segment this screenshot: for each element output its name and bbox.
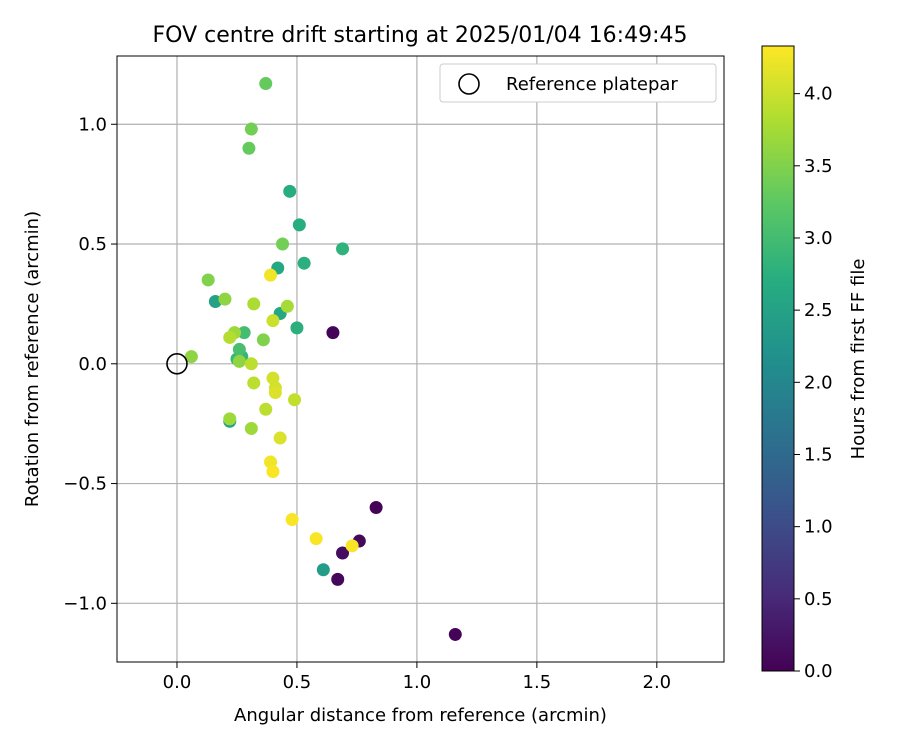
scatter-point (290, 321, 304, 335)
scatter-point (266, 465, 280, 479)
colorbar-tick-label: 3.5 (804, 156, 833, 177)
scatter-point (280, 299, 294, 313)
scatter-point (266, 314, 280, 328)
scatter-point (309, 532, 323, 546)
scatter-point (244, 357, 258, 371)
scatter-point (184, 350, 198, 364)
colorbar-ticks: 0.0 0.5 1.0 1.5 2.0 2.5 3.0 3.5 4.0 (794, 84, 833, 682)
colorbar-tick-label: 1.5 (804, 444, 833, 465)
scatter-point (259, 402, 273, 416)
scatter-point (285, 512, 299, 526)
scatter-point (232, 354, 246, 368)
x-tick-label: 0.5 (283, 672, 312, 693)
colorbar-label: Hours from first FF file (848, 259, 869, 460)
scatter-point (316, 563, 330, 577)
plot-area-frame (116, 55, 725, 663)
y-tick-label: −1.0 (63, 593, 107, 614)
colorbar-tick-label: 0.5 (804, 589, 833, 610)
scatter-point (247, 297, 261, 311)
scatter-point (369, 501, 383, 515)
scatter-point (218, 292, 232, 306)
scatter-point (264, 268, 278, 282)
colorbar: 0.0 0.5 1.0 1.5 2.0 2.5 3.0 3.5 4.0 Hours from f… (761, 45, 869, 682)
colorbar-tick-label: 2.0 (804, 372, 833, 393)
y-tick-label: 1.0 (78, 114, 107, 135)
scatter-point (242, 141, 256, 155)
scatter-point (244, 421, 258, 435)
scatter-point (331, 572, 345, 586)
legend-box (439, 63, 717, 103)
scatter-point (283, 184, 297, 198)
scatter-point (336, 242, 350, 256)
colorbar-tick-label: 2.5 (804, 300, 833, 321)
scatter-point (345, 539, 359, 553)
scatter-point (448, 627, 462, 641)
scatter-point (201, 273, 215, 287)
scatter-point (288, 393, 302, 407)
scatter-point (256, 333, 270, 347)
y-axis-label: Rotation from reference (arcmin) (22, 211, 43, 507)
scatter-point (326, 326, 340, 340)
scatter-point (259, 77, 273, 91)
x-tick-label: 1.0 (403, 672, 432, 693)
scatter-point (268, 386, 282, 400)
scatter-point (223, 412, 237, 426)
y-tick-label: 0.0 (78, 354, 107, 375)
scatter-point (232, 342, 246, 356)
reference-platepar-marker (166, 352, 188, 375)
legend-open-circle-marker (458, 73, 480, 95)
x-tick-label: 0.0 (163, 672, 192, 693)
x-tick-label: 1.5 (523, 672, 552, 693)
colorbar-tick-label: 0.0 (804, 661, 833, 682)
scatter-point (336, 546, 350, 560)
scatter-point (276, 237, 290, 251)
colorbar-tick-label: 4.0 (804, 84, 833, 105)
y-axis-ticks: −1.0 −0.5 0.0 0.5 1.0 (63, 114, 117, 614)
legend: Reference platepar (439, 63, 717, 103)
reference-marker-layer (166, 352, 188, 375)
x-axis-label: Angular distance from reference (arcmin) (234, 705, 607, 726)
scatter-points (184, 77, 462, 641)
scatter-point (237, 326, 251, 340)
scatter-point (297, 256, 311, 270)
colorbar-tick-label: 3.0 (804, 228, 833, 249)
colorbar-gradient (762, 46, 794, 671)
scatter-point (273, 431, 287, 445)
y-tick-label: −0.5 (63, 474, 107, 495)
colorbar-frame (761, 45, 795, 672)
scatter-point (292, 218, 306, 232)
y-tick-label: 0.5 (78, 234, 107, 255)
x-axis-ticks: 0.0 0.5 1.0 1.5 2.0 (163, 662, 671, 693)
colorbar-tick-label: 1.0 (804, 517, 833, 538)
scatter-point (223, 330, 237, 344)
scatter-point (244, 122, 258, 136)
grid (117, 56, 724, 662)
x-tick-label: 2.0 (643, 672, 672, 693)
chart-title: FOV centre drift starting at 2025/01/04 … (153, 23, 688, 48)
scatter-point (247, 376, 261, 390)
legend-label-reference-platepar: Reference platepar (506, 74, 678, 95)
